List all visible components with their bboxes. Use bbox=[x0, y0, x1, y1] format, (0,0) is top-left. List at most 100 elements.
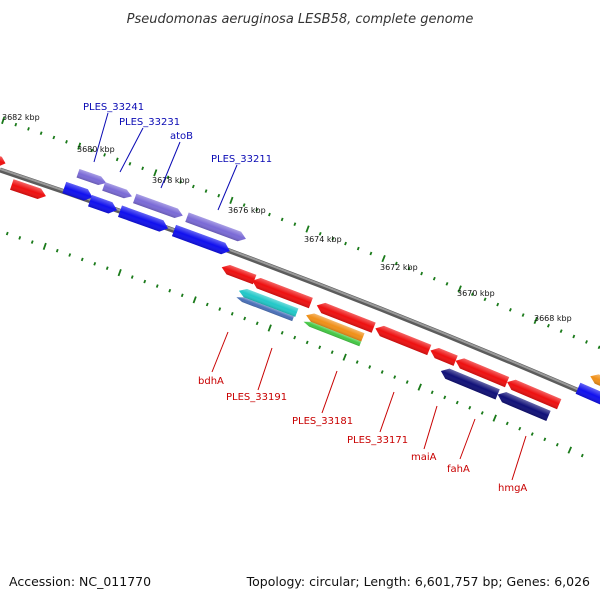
feature-ples-33231-violet[interactable] bbox=[102, 182, 133, 200]
tick-mark bbox=[27, 127, 30, 131]
feature-ples-33241-violet[interactable] bbox=[76, 168, 108, 187]
tick-mark bbox=[445, 282, 449, 286]
feature-ples-33231-blue[interactable] bbox=[88, 195, 119, 216]
tick-mark bbox=[518, 426, 522, 431]
feature-fahA-shade bbox=[455, 358, 510, 388]
tick-mark bbox=[179, 180, 183, 184]
feature-edge-orange[interactable] bbox=[588, 372, 600, 394]
gene-label-ples-33171[interactable]: PLES_33171 bbox=[347, 435, 408, 446]
tick-mark bbox=[255, 321, 259, 326]
feature-bdhA[interactable] bbox=[220, 263, 257, 285]
label-leader bbox=[379, 391, 395, 433]
gene-label-hmgA[interactable]: hmgA bbox=[498, 483, 527, 494]
feature-ples-33181-red[interactable] bbox=[315, 300, 376, 333]
feature-ples-33211-blue[interactable] bbox=[171, 224, 232, 257]
feature-ples-33181-orange-shade bbox=[306, 313, 365, 342]
feature-ples-33211-blue-shade bbox=[171, 224, 230, 255]
feature-ples-33181-green[interactable] bbox=[303, 319, 362, 347]
tick-mark bbox=[93, 261, 97, 266]
feature-ples-33171[interactable] bbox=[373, 323, 432, 356]
tick-mark bbox=[342, 353, 347, 361]
feature-atoB-blue[interactable] bbox=[117, 205, 170, 234]
gene-label-ples-33181[interactable]: PLES_33181 bbox=[292, 416, 353, 427]
label-leader bbox=[257, 347, 273, 391]
label-leader bbox=[423, 405, 438, 450]
tick-mark bbox=[103, 153, 106, 157]
gene-label-ples-33211[interactable]: PLES_33211 bbox=[211, 154, 272, 165]
feature-ples-33241-blue[interactable] bbox=[62, 181, 94, 203]
tick-mark bbox=[155, 284, 159, 288]
tick-mark bbox=[356, 246, 360, 251]
tick-mark bbox=[14, 122, 18, 127]
tick-mark bbox=[318, 231, 322, 236]
feature-edge-orange-shade bbox=[590, 374, 600, 394]
feature-ples-33191-cyan[interactable] bbox=[237, 286, 299, 317]
tick-mark bbox=[90, 148, 94, 153]
feature-atoB-violet-shade bbox=[133, 193, 183, 219]
feature-ples-33231-violet-shade bbox=[102, 182, 132, 199]
feature-ples-33181-red-shade bbox=[316, 302, 376, 333]
tick-mark bbox=[505, 421, 509, 426]
label-leader bbox=[217, 164, 238, 211]
tick-mark bbox=[318, 345, 322, 350]
feature-atoB-violet[interactable] bbox=[133, 193, 184, 221]
feature-hmgA-navy-2-shade bbox=[497, 392, 551, 422]
gene-label-atoB[interactable]: atoB bbox=[170, 131, 193, 142]
feature-ples-33191-red[interactable] bbox=[250, 276, 313, 309]
gene-label-bdhA[interactable]: bdhA bbox=[198, 376, 224, 387]
tick-mark bbox=[572, 334, 576, 339]
tick-mark bbox=[128, 161, 132, 166]
gene-label-ples-33231[interactable]: PLES_33231 bbox=[119, 117, 180, 128]
tick-mark bbox=[508, 308, 512, 312]
forward-gene-labels: PLES_33241 PLES_33231 atoB PLES_33211 bbox=[83, 102, 272, 211]
gene-label-maiA[interactable]: maiA bbox=[411, 452, 437, 463]
feature-ples-33191-cyan-shade bbox=[238, 288, 299, 317]
label-leader bbox=[211, 331, 229, 373]
gene-label-fahA[interactable]: fahA bbox=[447, 464, 470, 475]
gene-label-ples-33241[interactable]: PLES_33241 bbox=[83, 102, 144, 113]
tick-mark bbox=[546, 323, 550, 328]
tick-mark bbox=[381, 254, 386, 263]
tick-mark bbox=[218, 307, 222, 311]
tick-mark bbox=[5, 231, 9, 236]
tick-mark bbox=[305, 225, 310, 233]
feature-hmgA-red[interactable] bbox=[505, 377, 562, 410]
tick-mark bbox=[555, 442, 559, 447]
feature-hmgA-navy-2[interactable] bbox=[496, 389, 551, 422]
tick-mark bbox=[65, 140, 68, 144]
label-leader bbox=[119, 127, 144, 173]
reverse-gene-labels: bdhA PLES_33191 PLES_33181 PLES_33171 ma… bbox=[198, 331, 527, 494]
gene-label-ples-33191[interactable]: PLES_33191 bbox=[226, 392, 287, 403]
tick-mark bbox=[521, 313, 525, 317]
feature-hmgA-navy-1[interactable] bbox=[439, 366, 500, 400]
feature-edge-red[interactable] bbox=[0, 151, 7, 168]
kbp-scale: 3682 kbp 3680 kbp 3678 kbp 3676 kbp 3674… bbox=[2, 113, 572, 323]
tick-mark bbox=[457, 285, 462, 293]
tick-mark bbox=[255, 207, 259, 212]
kbp-tick-marks bbox=[1, 116, 600, 458]
tick-mark bbox=[204, 189, 208, 193]
tick-mark bbox=[217, 193, 221, 198]
tick-mark bbox=[580, 453, 584, 458]
tick-mark bbox=[117, 268, 122, 277]
tick-mark bbox=[243, 316, 247, 321]
tick-mark bbox=[115, 157, 119, 162]
tick-mark bbox=[293, 222, 297, 227]
feature-red-left[interactable] bbox=[10, 179, 48, 201]
feature-ples-33181-orange[interactable] bbox=[304, 311, 365, 342]
tick-mark bbox=[166, 175, 170, 180]
tick-mark bbox=[407, 266, 411, 271]
feature-fahA[interactable] bbox=[453, 356, 510, 388]
tick-mark bbox=[468, 405, 472, 410]
tick-mark bbox=[192, 296, 197, 304]
tick-mark bbox=[191, 184, 195, 189]
feature-maiA[interactable] bbox=[428, 345, 458, 366]
tick-mark bbox=[242, 203, 246, 207]
feature-ples-33191-steel[interactable] bbox=[236, 295, 294, 322]
tick-mark bbox=[205, 302, 209, 307]
kbp-label: 3676 kbp bbox=[228, 206, 266, 215]
feature-edge-blue[interactable] bbox=[575, 382, 600, 409]
feature-ples-33211-violet[interactable] bbox=[185, 212, 247, 244]
kbp-label: 3678 kbp bbox=[152, 176, 190, 185]
tick-mark bbox=[130, 275, 134, 279]
